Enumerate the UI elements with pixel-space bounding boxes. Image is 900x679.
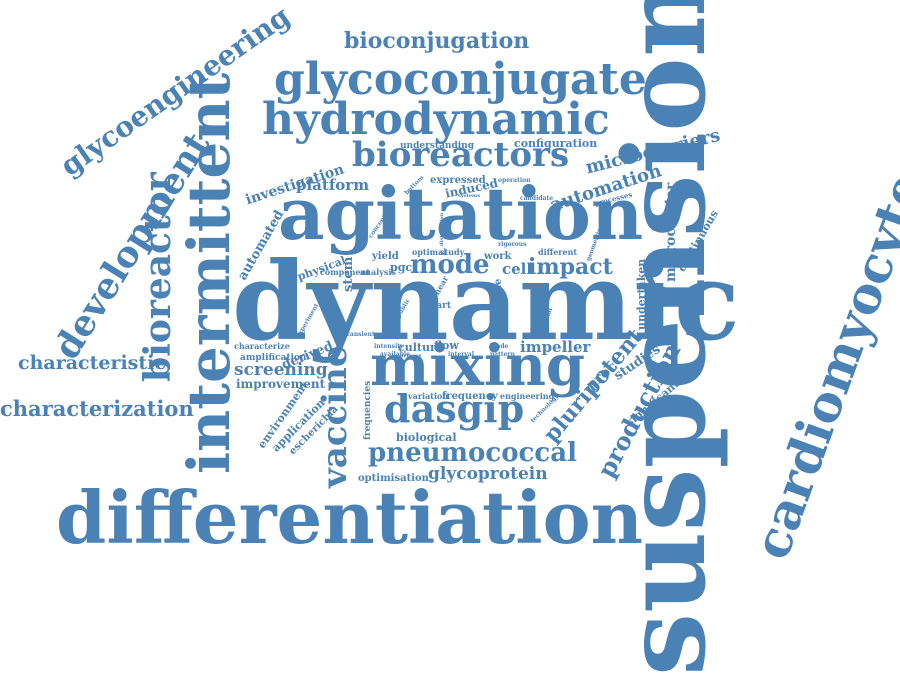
- word-cell: cell: [502, 260, 533, 278]
- word-platform: platform: [296, 176, 370, 194]
- word-pneumococcal: pneumococcal: [368, 438, 577, 468]
- word-characterize: characterize: [234, 341, 290, 351]
- word-screening: screening: [234, 360, 328, 380]
- word-flow: flow: [434, 339, 459, 352]
- word-glycoprotein: glycoprotein: [428, 464, 548, 484]
- word-frequencies: frequencies: [363, 380, 373, 440]
- word-bioconjugation: bioconjugation: [344, 28, 530, 54]
- word-characterization: characterization: [0, 396, 194, 421]
- word-time: time: [493, 278, 504, 304]
- word-impact: impact: [528, 254, 613, 280]
- word-candidate: candidate: [520, 195, 554, 202]
- word-study: study: [440, 247, 465, 257]
- word-agitation: agitation: [278, 171, 644, 256]
- word-hydrodynamic: hydrodynamic: [262, 94, 610, 145]
- word-work: work: [484, 251, 512, 262]
- word-operation: operation: [498, 177, 531, 184]
- word-analysis: analysis: [360, 267, 396, 277]
- word-part: part: [430, 301, 452, 311]
- word-differentiation: differentiation: [56, 475, 643, 560]
- word-undertaken: undertaken: [635, 258, 648, 330]
- word-rigorous: rigorous: [498, 241, 527, 248]
- word-biological: biological: [396, 431, 457, 444]
- word-culture: culture: [398, 341, 443, 354]
- word-different: different: [538, 247, 578, 257]
- word-optimisation: optimisation: [358, 473, 429, 484]
- word-pattern: pattern: [490, 351, 515, 358]
- word-available: available: [380, 351, 410, 358]
- word-configuration: configuration: [514, 137, 598, 150]
- word-mixing: mixing: [370, 333, 586, 399]
- word-bioreactors: bioreactors: [352, 135, 570, 175]
- word-dasgip: dasgip: [384, 386, 525, 431]
- word-understanding: understanding: [400, 141, 474, 151]
- word-systems: systems: [458, 193, 481, 199]
- word-impeller: impeller: [520, 338, 591, 356]
- word-bioreactor: bioreactor: [137, 172, 179, 382]
- word-intensity: intensity: [374, 343, 404, 350]
- word-distribution: distribution: [439, 212, 445, 246]
- word-engineering: engineering: [500, 391, 555, 401]
- word-optimal: optimal: [412, 247, 447, 257]
- word-yield: yield: [372, 251, 399, 262]
- word-blade: blade: [490, 343, 509, 350]
- word-variation: variation: [408, 391, 449, 401]
- word-cardiomyocyte: cardiomyocyte: [741, 164, 900, 567]
- word-glycoconjugate: glycoconjugate: [274, 54, 647, 105]
- word-dynamic: dynamic: [232, 239, 740, 365]
- word-mode: mode: [410, 250, 490, 280]
- word-expressed: expressed: [430, 175, 486, 186]
- word-interval: interval: [448, 351, 475, 358]
- word-component: component: [320, 267, 371, 277]
- word-amplification: amplification: [240, 353, 307, 363]
- word-characteristic: characteristic: [18, 352, 166, 374]
- word-frequency: frequency: [442, 391, 498, 402]
- word-pgct: pgct: [390, 261, 418, 274]
- word-improvement: improvement: [236, 377, 326, 391]
- word-transient: transient: [344, 331, 375, 338]
- word-increase: increase: [398, 353, 422, 359]
